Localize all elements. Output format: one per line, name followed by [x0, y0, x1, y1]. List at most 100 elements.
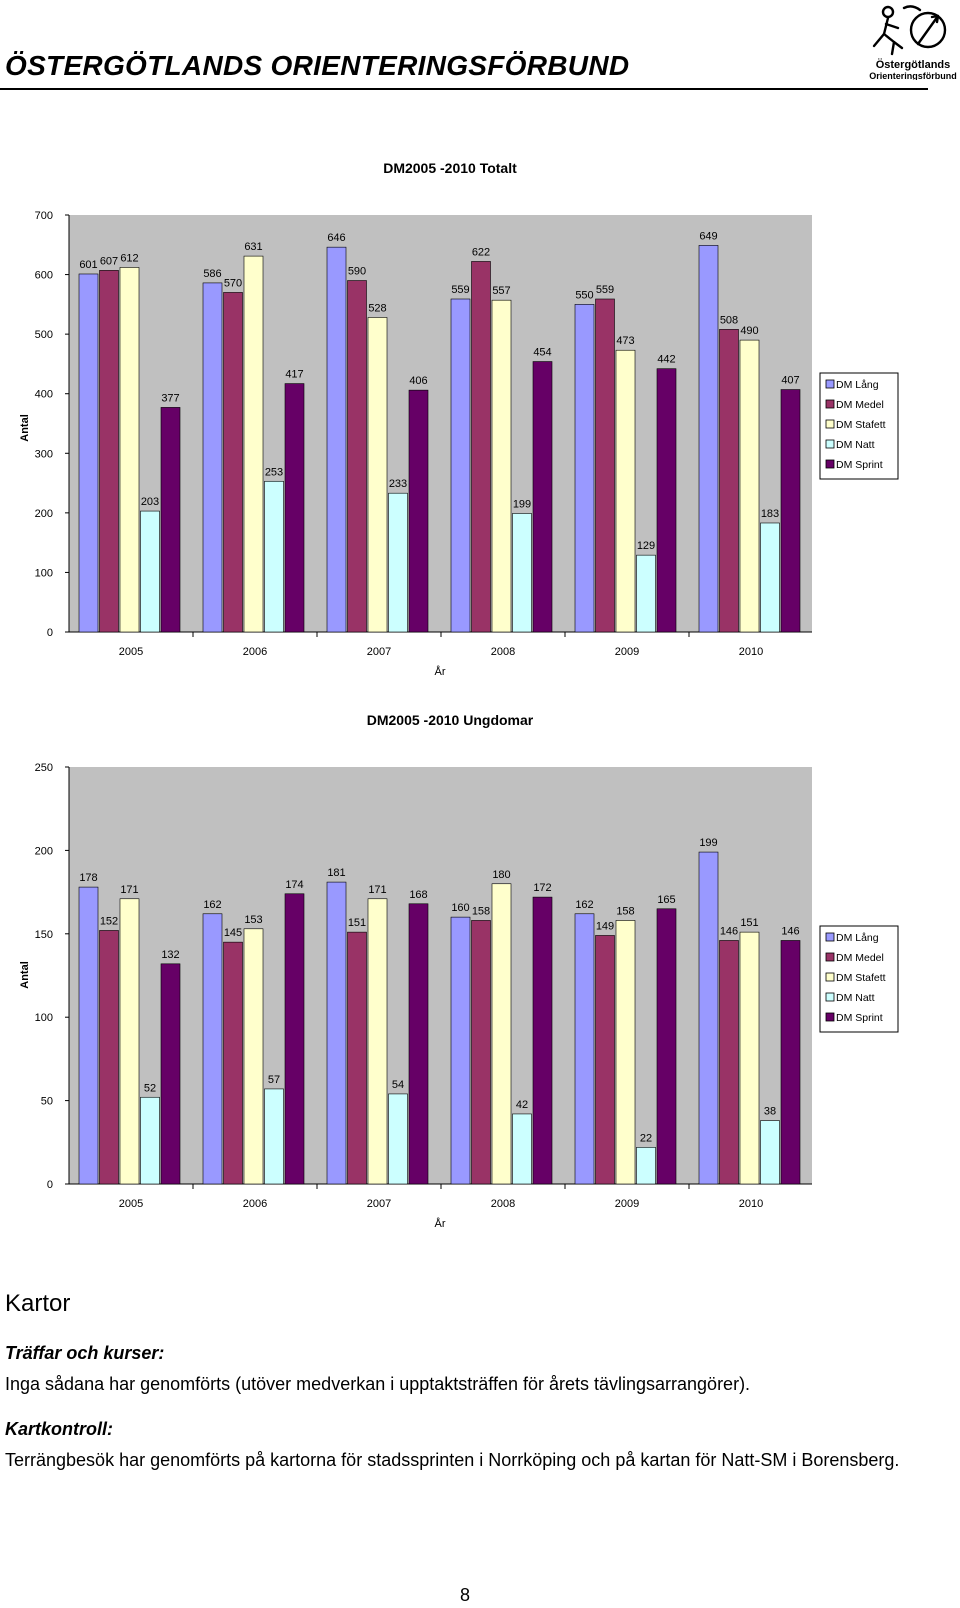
legend-label: DM Lång	[836, 379, 879, 391]
data-label: 417	[285, 369, 303, 381]
data-label: 183	[761, 508, 779, 520]
data-label: 454	[533, 347, 551, 359]
bar-dm-lång	[202, 913, 223, 1185]
bar-dm-medel	[347, 931, 367, 1185]
data-label: 165	[657, 894, 675, 906]
data-label: 233	[389, 478, 407, 490]
data-label: 180	[492, 869, 510, 881]
plot-area	[69, 767, 812, 1184]
data-label: 607	[100, 255, 118, 267]
legend-label: DM Natt	[836, 439, 875, 451]
legend-swatch	[825, 1012, 835, 1022]
bar-dm-sprint	[284, 893, 305, 1185]
data-label: 203	[141, 496, 159, 508]
bar-dm-medel	[223, 292, 243, 633]
data-label: 22	[640, 1132, 652, 1144]
data-label: 132	[161, 949, 179, 961]
bar-dm-natt	[760, 1120, 780, 1185]
x-tick-label: 2010	[739, 1198, 763, 1210]
y-tick-label: 150	[35, 929, 53, 941]
y-tick-label: 500	[35, 329, 53, 341]
header-divider	[0, 88, 928, 90]
data-label: 171	[120, 884, 138, 896]
data-label: 622	[472, 246, 490, 258]
data-label: 42	[516, 1099, 528, 1111]
bar-dm-lång	[574, 913, 595, 1185]
data-label: 168	[409, 889, 427, 901]
federation-logo: Östergötlands Orienteringsförbund	[868, 2, 958, 80]
bar-dm-lång	[78, 273, 99, 633]
bar-dm-natt	[760, 522, 780, 633]
y-axis-label: Antal	[19, 414, 31, 442]
data-label: 162	[575, 899, 593, 911]
bar-dm-medel	[471, 261, 491, 633]
subheading-traffar-och-kurser: Träffar och kurser:	[5, 1343, 165, 1363]
legend-label: DM Stafett	[836, 972, 886, 984]
bar-dm-medel	[223, 941, 243, 1185]
data-label: 152	[100, 915, 118, 927]
y-tick-label: 200	[35, 845, 53, 857]
data-label: 559	[451, 284, 469, 296]
y-tick-label: 100	[35, 567, 53, 579]
data-label: 377	[161, 392, 179, 404]
bar-dm-stafett	[119, 898, 140, 1185]
chart-dm-totalt-svg: DM2005 -2010 Totalt 0 100 200 300 400 500 600 70…	[19, 160, 899, 678]
data-label: 54	[392, 1079, 404, 1091]
bar-dm-sprint	[532, 361, 553, 633]
paragraph-kartkontroll: Terrängbesök har genomförts på kartorna …	[5, 1450, 900, 1470]
bar-dm-medel	[595, 298, 615, 633]
data-label: 149	[596, 920, 614, 932]
bar-dm-sprint	[408, 389, 429, 633]
data-label: 151	[740, 917, 758, 929]
bar-dm-lång	[698, 851, 719, 1185]
paragraph-traffar-och-kurser: Inga sådana har genomförts (utöver medve…	[5, 1374, 751, 1394]
x-tick-label: 2008	[491, 1198, 515, 1210]
bar-dm-lång	[450, 916, 471, 1185]
subheading-kartkontroll: Kartkontroll:	[5, 1419, 113, 1439]
bar-dm-lång	[698, 245, 719, 633]
data-label: 129	[637, 540, 655, 552]
legend-swatch	[825, 399, 835, 409]
bar-dm-stafett	[739, 339, 760, 633]
data-label: 171	[368, 884, 386, 896]
x-tick-label: 2007	[367, 646, 391, 658]
bar-dm-sprint	[284, 383, 305, 633]
legend-label: DM Sprint	[836, 1012, 883, 1024]
x-tick-label: 2005	[119, 646, 143, 658]
legend-swatch	[825, 439, 835, 449]
chart-dm-ungdomar: DM2005 -2010 Ungdomar 0 50 100 150 200 250 2005…	[0, 700, 960, 1245]
y-axis-label: Antal	[19, 961, 31, 989]
bar-dm-medel	[719, 940, 739, 1185]
x-tick-label: 2006	[243, 1198, 267, 1210]
bar-dm-stafett	[739, 931, 760, 1185]
bar-dm-medel	[719, 329, 739, 633]
data-label: 590	[348, 266, 366, 278]
legend-label: DM Sprint	[836, 459, 883, 471]
data-label: 550	[575, 289, 593, 301]
x-tick-label: 2007	[367, 1198, 391, 1210]
x-tick-label: 2008	[491, 646, 515, 658]
bar-dm-lång	[326, 881, 347, 1185]
data-label: 253	[265, 466, 283, 478]
bar-dm-natt	[636, 1147, 656, 1185]
bar-dm-natt	[140, 510, 160, 633]
x-tick-label: 2006	[243, 646, 267, 658]
data-label: 158	[616, 905, 634, 917]
bar-dm-stafett	[615, 920, 636, 1185]
plot-area	[69, 215, 812, 632]
data-label: 172	[533, 882, 551, 894]
data-label: 146	[720, 925, 738, 937]
legend-swatch	[825, 379, 835, 389]
x-axis-label: År	[435, 1217, 446, 1230]
legend-swatch	[825, 952, 835, 962]
data-label: 178	[79, 872, 97, 884]
x-axis-label: År	[435, 665, 446, 678]
data-label: 199	[513, 498, 531, 510]
bar-dm-sprint	[656, 368, 677, 633]
bar-dm-sprint	[532, 896, 553, 1185]
bar-dm-natt	[512, 1113, 532, 1185]
bar-dm-stafett	[119, 267, 140, 633]
y-tick-label: 0	[47, 627, 53, 639]
bar-dm-sprint	[780, 940, 801, 1185]
bar-dm-medel	[595, 935, 615, 1185]
